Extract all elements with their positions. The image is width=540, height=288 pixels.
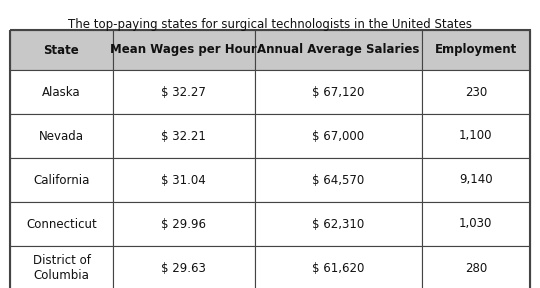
- Text: $ 67,000: $ 67,000: [312, 130, 364, 143]
- Text: $ 32.21: $ 32.21: [161, 130, 206, 143]
- Text: 1,030: 1,030: [459, 217, 492, 230]
- Text: District of
Columbia: District of Columbia: [32, 254, 90, 282]
- Text: $ 29.63: $ 29.63: [161, 262, 206, 274]
- Bar: [113, 158, 255, 202]
- Bar: [255, 70, 422, 114]
- Text: Employment: Employment: [435, 43, 517, 56]
- Bar: [255, 202, 422, 246]
- Bar: [422, 30, 530, 70]
- Bar: [422, 158, 530, 202]
- Bar: [113, 246, 255, 288]
- Text: $ 67,120: $ 67,120: [312, 86, 365, 98]
- Text: 1,100: 1,100: [459, 130, 492, 143]
- Bar: [113, 202, 255, 246]
- Text: Annual Average Salaries: Annual Average Salaries: [257, 43, 420, 56]
- Text: 9,140: 9,140: [459, 173, 492, 187]
- Bar: [255, 246, 422, 288]
- Text: State: State: [44, 43, 79, 56]
- Bar: [10, 202, 113, 246]
- Text: $ 64,570: $ 64,570: [312, 173, 365, 187]
- Bar: [422, 246, 530, 288]
- Bar: [422, 114, 530, 158]
- Bar: [10, 70, 113, 114]
- Text: Alaska: Alaska: [42, 86, 81, 98]
- Text: $ 31.04: $ 31.04: [161, 173, 206, 187]
- Text: Mean Wages per Hour: Mean Wages per Hour: [110, 43, 257, 56]
- Bar: [422, 202, 530, 246]
- Text: $ 62,310: $ 62,310: [312, 217, 365, 230]
- Text: $ 61,620: $ 61,620: [312, 262, 365, 274]
- Text: Connecticut: Connecticut: [26, 217, 97, 230]
- Text: Nevada: Nevada: [39, 130, 84, 143]
- Text: 280: 280: [464, 262, 487, 274]
- Bar: [10, 114, 113, 158]
- Bar: [10, 30, 113, 70]
- Bar: [10, 246, 113, 288]
- Bar: [113, 30, 255, 70]
- Bar: [113, 70, 255, 114]
- Bar: [10, 158, 113, 202]
- Bar: [255, 158, 422, 202]
- Bar: [113, 114, 255, 158]
- Bar: [422, 70, 530, 114]
- Text: California: California: [33, 173, 90, 187]
- Text: 230: 230: [464, 86, 487, 98]
- Text: The top-paying states for surgical technologists in the United States: The top-paying states for surgical techn…: [68, 18, 472, 31]
- Text: $ 32.27: $ 32.27: [161, 86, 206, 98]
- Bar: [255, 114, 422, 158]
- Bar: [255, 30, 422, 70]
- Text: $ 29.96: $ 29.96: [161, 217, 206, 230]
